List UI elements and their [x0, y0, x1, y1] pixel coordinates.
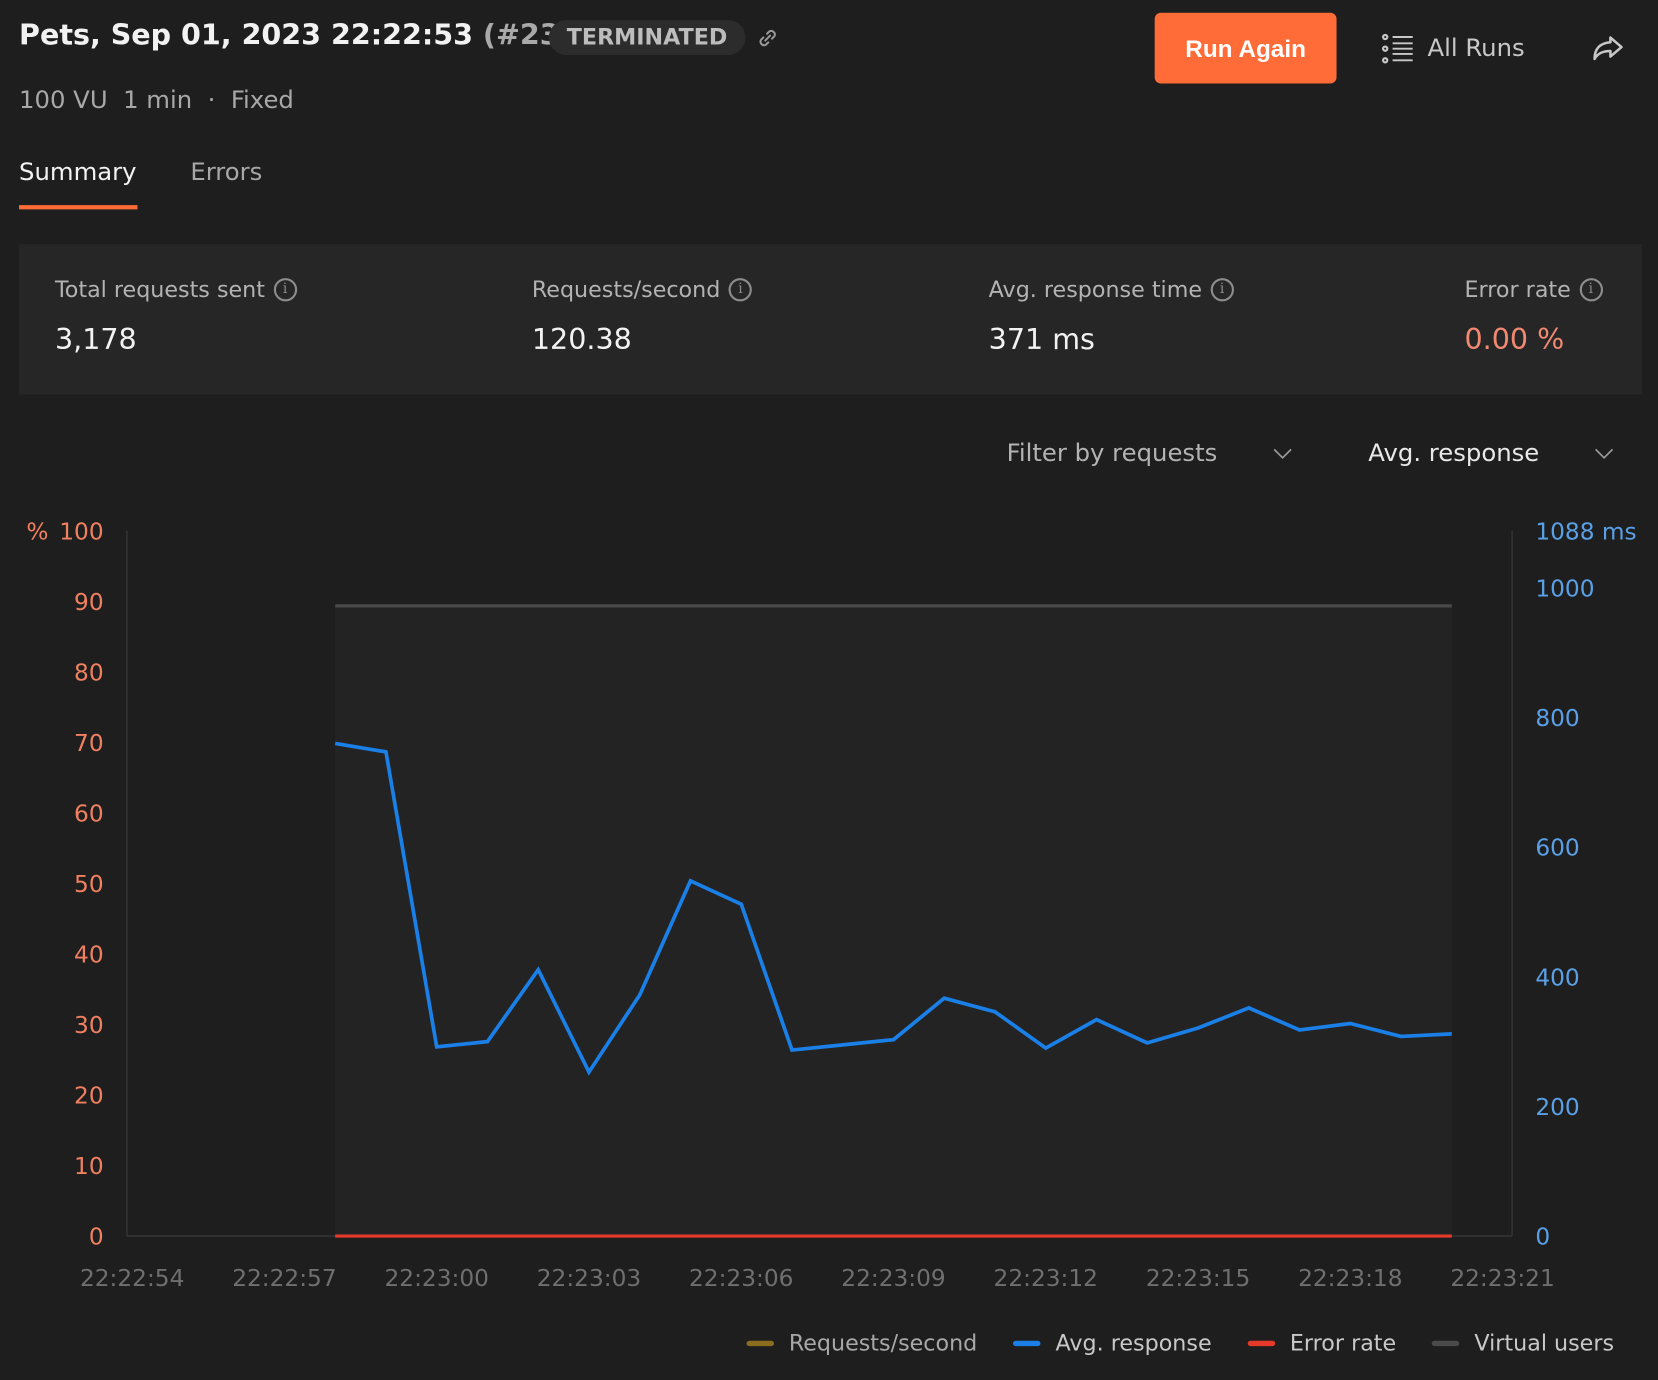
right-tick-label: 200 [1535, 1094, 1579, 1121]
x-tick-label: 22:23:18 [1298, 1265, 1402, 1292]
label-text: Total requests sent [54, 277, 265, 303]
link-icon[interactable] [753, 23, 783, 53]
info-icon[interactable]: i [1579, 278, 1603, 302]
legend-label: Avg. response [1055, 1330, 1212, 1356]
data-region [335, 604, 1452, 1237]
legend-swatch [746, 1340, 775, 1346]
legend-item-requests-per-second[interactable]: Requests/second [746, 1330, 978, 1356]
right-axis-max-label: 1088 ms [1535, 518, 1636, 545]
stat-label-avg-response: Avg. response time i [989, 277, 1234, 302]
tab-summary[interactable]: Summary [19, 158, 137, 187]
separator: · [207, 86, 216, 115]
x-tick-label: 22:22:54 [80, 1265, 184, 1292]
stat-value-error-rate: 0.00 % [1464, 323, 1565, 357]
left-tick-label: 80 [74, 659, 104, 686]
left-tick-label: 100 [59, 518, 103, 545]
x-tick-label: 22:23:00 [384, 1265, 488, 1292]
run-meta: 100 VU 1 min · Fixed [19, 87, 294, 114]
left-tick-label: 0 [89, 1224, 104, 1251]
legend-label: Requests/second [788, 1330, 978, 1356]
left-tick-label: 90 [74, 589, 104, 616]
chevron-down-icon [1595, 448, 1614, 460]
tab-errors[interactable]: Errors [190, 158, 263, 187]
info-icon[interactable]: i [273, 278, 297, 302]
dropdown-value: Filter by requests [1006, 439, 1218, 468]
x-tick-label: 22:22:57 [232, 1265, 336, 1292]
x-tick-label: 22:23:03 [537, 1265, 641, 1292]
x-tick-label: 22:23:06 [689, 1265, 793, 1292]
info-icon[interactable]: i [728, 278, 753, 302]
run-again-button[interactable]: Run Again [1154, 12, 1337, 84]
vu-count: 100 VU [19, 86, 108, 115]
all-runs-label: All Runs [1427, 34, 1525, 63]
x-tick-label: 22:23:09 [841, 1265, 945, 1292]
right-tick-label: 1000 [1535, 575, 1594, 602]
list-icon [1382, 33, 1413, 64]
right-tick-label: 0 [1535, 1224, 1550, 1251]
share-icon[interactable] [1588, 30, 1626, 68]
duration: 1 min [123, 86, 193, 115]
left-tick-label: 20 [74, 1083, 104, 1110]
label-text: Requests/second [531, 277, 721, 303]
stat-value-avg-response: 371 ms [988, 323, 1095, 357]
left-tick-label: 40 [74, 941, 104, 968]
stat-value-total-requests: 3,178 [54, 323, 137, 357]
run-title: Pets, Sep 01, 2023 22:22:53 [19, 19, 473, 52]
legend-item-virtual-users[interactable]: Virtual users [1432, 1330, 1615, 1356]
stat-value-requests-per-second: 120.38 [531, 323, 632, 357]
x-tick-label: 22:23:21 [1450, 1265, 1554, 1292]
left-tick-label: 70 [74, 730, 104, 757]
legend-label: Virtual users [1474, 1330, 1615, 1356]
left-tick-label: 30 [74, 1012, 104, 1039]
all-runs-button[interactable]: All Runs [1381, 30, 1525, 68]
legend-item-error-rate[interactable]: Error rate [1247, 1330, 1397, 1356]
right-tick-label: 400 [1535, 964, 1579, 991]
left-axis-unit: % [26, 518, 48, 545]
label-text: Avg. response time [988, 277, 1202, 303]
stat-label-requests-per-second: Requests/second i [531, 277, 753, 303]
right-tick-label: 600 [1535, 835, 1579, 862]
chart-legend: Requests/second Avg. response Error rate… [746, 1330, 1615, 1356]
stat-label-total-requests: Total requests sent i [55, 277, 297, 302]
legend-swatch [1432, 1340, 1460, 1346]
info-icon[interactable]: i [1210, 278, 1234, 302]
summary-card [19, 244, 1643, 395]
legend-label: Error rate [1289, 1330, 1397, 1356]
filter-requests-dropdown[interactable]: Filter by requests [1007, 440, 1295, 467]
chevron-down-icon [1273, 448, 1292, 460]
left-tick-label: 50 [74, 871, 104, 898]
x-tick-label: 22:23:12 [994, 1265, 1098, 1292]
x-tick-label: 22:23:15 [1146, 1265, 1250, 1292]
dropdown-value: Avg. response [1368, 439, 1540, 468]
status-badge: TERMINATED [548, 20, 746, 55]
left-tick-label: 10 [74, 1153, 104, 1180]
legend-swatch [1247, 1340, 1276, 1346]
legend-item-avg-response[interactable]: Avg. response [1013, 1330, 1212, 1356]
label-text: Error rate [1464, 277, 1571, 303]
load-profile: Fixed [230, 86, 294, 115]
active-tab-indicator [19, 205, 138, 210]
stat-label-error-rate: Error rate i [1464, 277, 1603, 303]
metric-dropdown[interactable]: Avg. response [1368, 440, 1615, 467]
left-tick-label: 60 [74, 800, 104, 827]
legend-swatch [1013, 1340, 1041, 1346]
right-tick-label: 800 [1535, 705, 1579, 732]
